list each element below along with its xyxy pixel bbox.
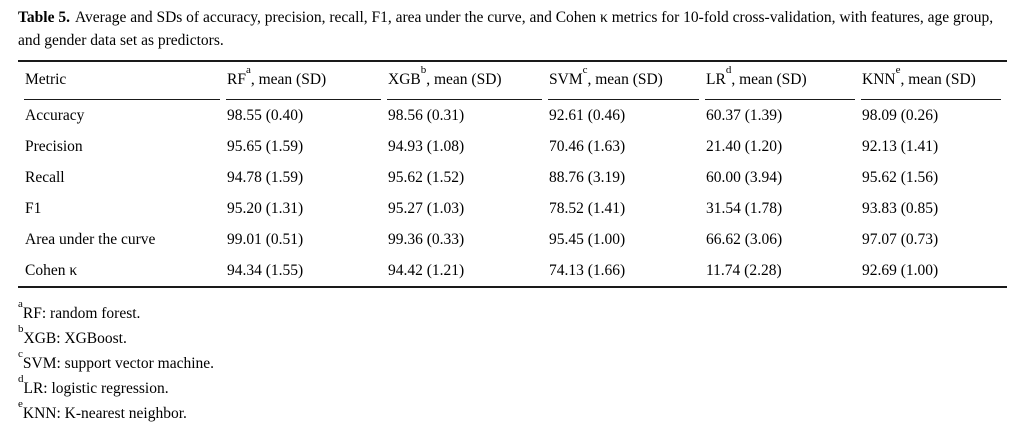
cell-value: 92.13 (1.41) [862,137,939,155]
cell-value: 60.37 (1.39) [706,106,783,124]
footnote-marker-b: b [420,63,427,76]
metric-label: F1 [25,199,42,217]
table-header-row: Metric RFa, mean (SD) XGBb, mean (SD) SV… [24,62,1001,100]
footnote-text: XGB: XGBoost. [23,330,127,347]
footnote-marker-d: d [18,372,24,385]
cell-value: 92.69 (1.00) [862,261,939,279]
cell-value: 99.01 (0.51) [227,230,304,248]
footnote-marker-b: b [18,322,24,335]
column-header-xgb: XGBb, mean (SD) [387,62,542,100]
cell-value: 21.40 (1.20) [706,137,783,155]
cell-value: 95.62 (1.52) [388,168,465,186]
cell-value: 94.93 (1.08) [388,137,465,155]
cell-value: 94.42 (1.21) [388,261,465,279]
footnote-marker-a: a [245,63,251,76]
table-row-f1: F1 95.20 (1.31) 95.27 (1.03) 78.52 (1.41… [24,193,1001,224]
footnote-c: cSVM: support vector machine. [18,347,1007,376]
footnote-marker-e: e [895,63,901,76]
column-header-svm: SVMc, mean (SD) [548,62,699,100]
cell-value: 60.00 (3.94) [706,168,783,186]
table-caption-text: Average and SDs of accuracy, precision, … [18,9,994,49]
column-header-rf: RFa, mean (SD) [226,62,381,100]
cell-value: 95.45 (1.00) [549,230,626,248]
footnote-d: dLR: logistic regression. [18,372,1007,401]
table-caption-label: Table 5. [18,9,70,26]
table-header: Metric RFa, mean (SD) XGBb, mean (SD) SV… [24,62,1001,100]
metric-label: Area under the curve [25,230,156,248]
cell-value: 78.52 (1.41) [549,199,626,217]
cell-value: 95.20 (1.31) [227,199,304,217]
footnote-b: bXGB: XGBoost. [18,322,1007,351]
cell-value: 66.62 (3.06) [706,230,783,248]
metric-label: Precision [25,137,83,155]
table-row-precision: Precision 95.65 (1.59) 94.93 (1.08) 70.4… [24,131,1001,162]
metric-label: Accuracy [25,106,85,124]
cell-value: 94.78 (1.59) [227,168,304,186]
cell-value: 98.56 (0.31) [388,106,465,124]
footnote-e: eKNN: K-nearest neighbor. [18,397,1007,426]
cell-value: 11.74 (2.28) [706,261,782,279]
metric-label: Recall [25,168,65,186]
cell-value: 98.09 (0.26) [862,106,939,124]
table-body: Accuracy 98.55 (0.40) 98.56 (0.31) 92.61… [24,100,1001,286]
cell-value: 93.83 (0.85) [862,199,939,217]
cell-value: 95.62 (1.56) [862,168,939,186]
footnote-marker-e: e [18,397,23,410]
cell-value: 70.46 (1.63) [549,137,626,155]
footnote-marker-a: a [18,297,23,310]
table-row-accuracy: Accuracy 98.55 (0.40) 98.56 (0.31) 92.61… [24,100,1001,131]
cell-value: 92.61 (0.46) [549,106,626,124]
cell-value: 31.54 (1.78) [706,199,783,217]
footnote-text: KNN: K-nearest neighbor. [22,405,187,422]
footnote-text: RF: random forest. [22,305,141,322]
cell-value: 98.55 (0.40) [227,106,304,124]
cell-value: 88.76 (3.19) [549,168,626,186]
metric-label: Cohen κ [25,261,78,279]
table-row-auc: Area under the curve 99.01 (0.51) 99.36 … [24,224,1001,255]
cell-value: 97.07 (0.73) [862,230,939,248]
cell-value: 99.36 (0.33) [388,230,465,248]
footnote-text: SVM: support vector machine. [22,355,215,372]
table-caption: Table 5. Average and SDs of accuracy, pre… [18,6,1007,52]
footnote-marker-c: c [18,347,23,360]
column-header-lr: LRd, mean (SD) [705,62,855,100]
table-footnotes: aRF: random forest. bXGB: XGBoost. cSVM:… [18,297,1007,426]
column-header-metric: Metric [24,62,220,100]
table-row-cohen-kappa: Cohen κ 94.34 (1.55) 94.42 (1.21) 74.13 … [24,255,1001,286]
cell-value: 95.65 (1.59) [227,137,304,155]
cell-value: 74.13 (1.66) [549,261,626,279]
footnote-a: aRF: random forest. [18,297,1007,326]
metrics-table: Metric RFa, mean (SD) XGBb, mean (SD) SV… [18,60,1007,288]
column-header-knn: KNNe, mean (SD) [861,62,1001,100]
table-row-recall: Recall 94.78 (1.59) 95.62 (1.52) 88.76 (… [24,162,1001,193]
footnote-marker-d: d [725,63,732,76]
cell-value: 95.27 (1.03) [388,199,465,217]
footnote-marker-c: c [582,63,588,76]
cell-value: 94.34 (1.55) [227,261,304,279]
footnote-text: LR: logistic regression. [23,380,169,397]
